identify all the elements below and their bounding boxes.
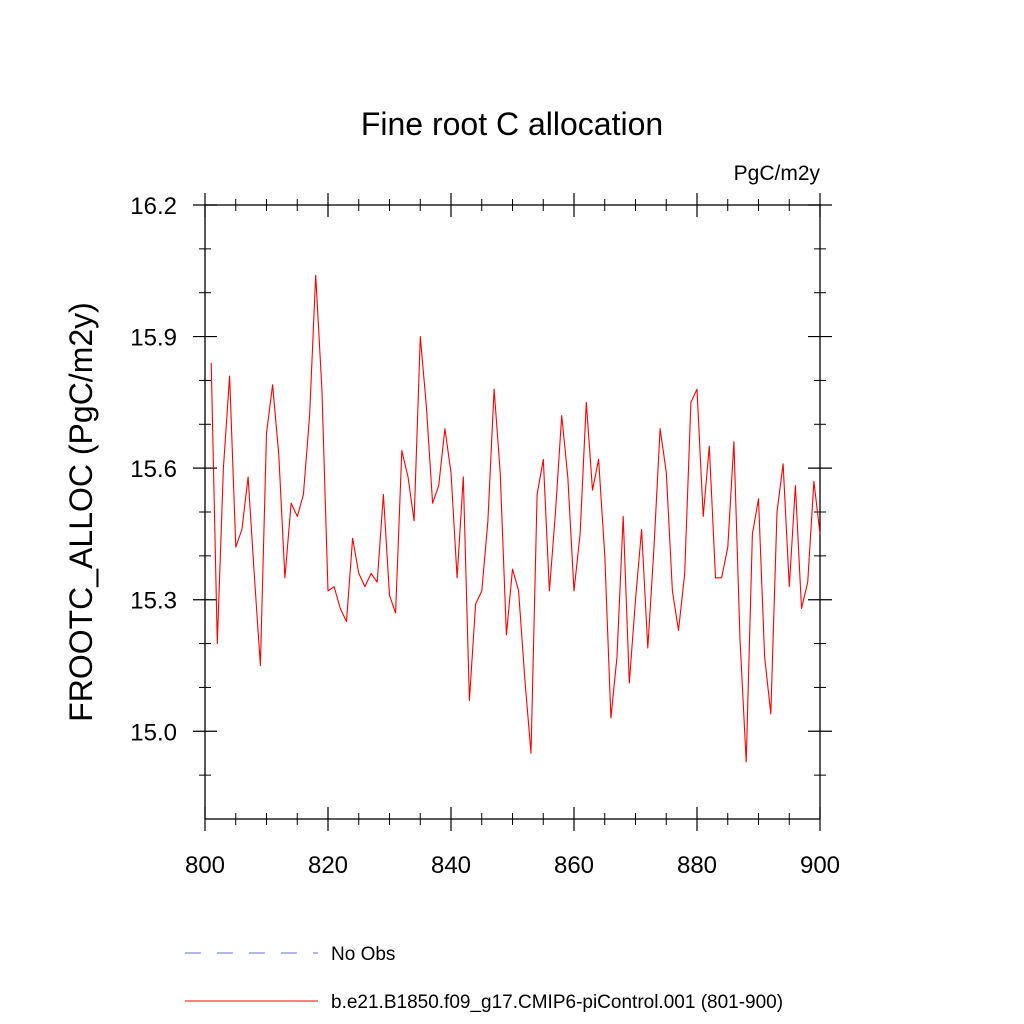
x-tick-label: 900 bbox=[800, 852, 840, 879]
y-tick-label: 16.2 bbox=[130, 193, 177, 220]
x-tick-label: 860 bbox=[554, 852, 594, 879]
series-line bbox=[210, 274, 821, 763]
series-layer bbox=[210, 274, 821, 763]
legend-label: No Obs bbox=[331, 944, 395, 965]
plot-frame bbox=[204, 204, 821, 820]
chart-title: Fine root C allocation bbox=[361, 106, 663, 142]
x-tick-label: 800 bbox=[185, 852, 225, 879]
y-tick-label: 15.3 bbox=[130, 588, 177, 615]
y-tick-label: 15.9 bbox=[130, 325, 177, 352]
y-tick-label: 15.0 bbox=[130, 719, 177, 746]
y-axis-label: FROOTC_ALLOC (PgC/m2y) bbox=[63, 302, 99, 722]
axis-tick-labels: 800 820 840 860 880 900 15.0 15.3 15.6 15.9 16.2 bbox=[130, 193, 840, 879]
x-tick-label: 840 bbox=[431, 852, 471, 879]
legend-label: b.e21.B1850.f09_g17.CMIP6-piControl.001 … bbox=[331, 992, 783, 1013]
y-tick-label: 15.6 bbox=[130, 456, 177, 483]
x-tick-label: 820 bbox=[308, 852, 348, 879]
units-label: PgC/m2y bbox=[734, 162, 821, 185]
legend: No Obs b.e21.B1850.f09_g17.CMIP6-piContro… bbox=[185, 944, 783, 1013]
x-tick-label: 880 bbox=[677, 852, 717, 879]
